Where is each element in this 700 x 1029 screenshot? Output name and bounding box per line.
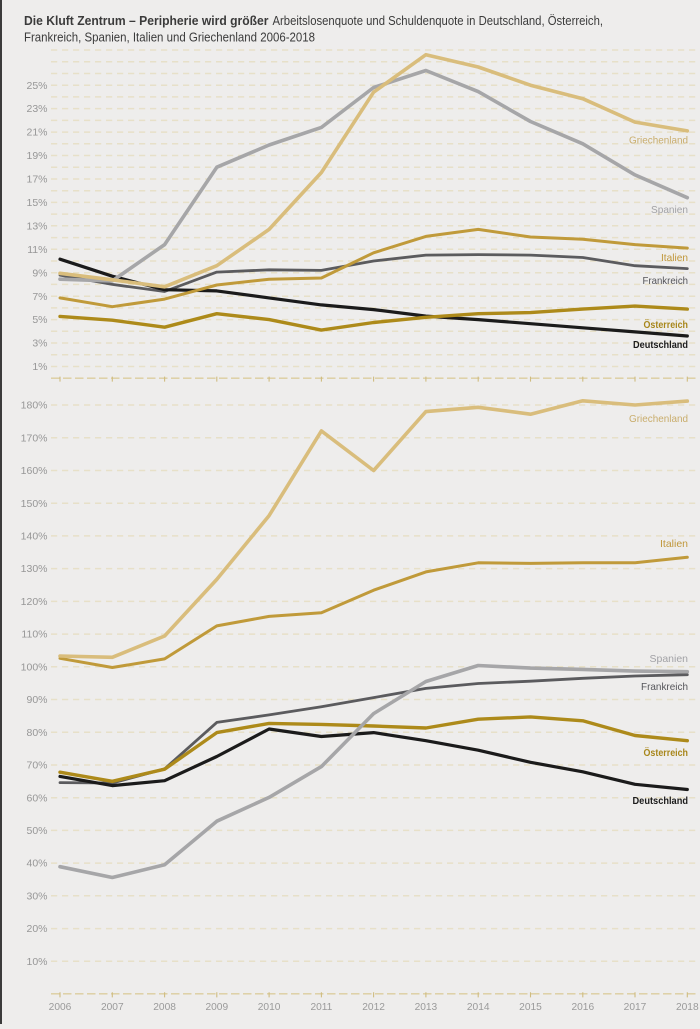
svg-text:Griechenland: Griechenland [629,136,688,147]
svg-text:160%: 160% [21,465,48,477]
svg-text:Die Kluft Zentrum – Peripherie: Die Kluft Zentrum – Peripherie wird größ… [24,14,603,28]
svg-text:2015: 2015 [519,1002,542,1013]
svg-text:5%: 5% [32,314,47,326]
svg-text:Spanien: Spanien [650,654,689,665]
svg-text:2013: 2013 [415,1002,438,1013]
svg-text:Italien: Italien [661,253,688,264]
svg-text:17%: 17% [26,174,47,186]
svg-text:Österreich: Österreich [644,746,689,759]
svg-text:3%: 3% [32,338,47,350]
svg-text:10%: 10% [26,956,47,968]
svg-text:90%: 90% [26,694,47,706]
svg-text:140%: 140% [21,531,48,543]
svg-text:2014: 2014 [467,1002,490,1013]
svg-text:110%: 110% [21,629,47,641]
svg-text:40%: 40% [26,858,47,870]
svg-text:2008: 2008 [153,1002,176,1013]
svg-text:60%: 60% [26,792,47,804]
svg-text:2018: 2018 [676,1002,699,1013]
svg-text:180%: 180% [21,400,48,412]
svg-text:80%: 80% [26,727,47,739]
svg-text:70%: 70% [26,760,47,772]
svg-text:2006: 2006 [49,1002,72,1013]
svg-text:2012: 2012 [362,1002,385,1013]
svg-text:130%: 130% [21,563,48,575]
svg-text:23%: 23% [26,103,47,115]
svg-text:2016: 2016 [571,1002,594,1013]
svg-text:Deutschland: Deutschland [633,796,689,807]
svg-text:Österreich: Österreich [644,318,689,331]
svg-text:120%: 120% [21,596,48,608]
svg-text:13%: 13% [26,220,47,232]
svg-text:19%: 19% [26,150,47,162]
svg-text:Frankreich: Frankreich [643,276,689,287]
svg-text:2011: 2011 [310,1002,332,1013]
svg-text:Frankreich, Spanien, Italien u: Frankreich, Spanien, Italien und Grieche… [24,31,315,45]
svg-text:7%: 7% [32,291,47,303]
svg-text:2007: 2007 [101,1002,124,1013]
svg-text:Deutschland: Deutschland [633,340,688,351]
svg-text:11%: 11% [27,244,47,256]
svg-text:25%: 25% [26,80,47,92]
svg-text:150%: 150% [21,498,48,510]
svg-text:30%: 30% [26,890,47,902]
svg-text:2017: 2017 [624,1002,647,1013]
svg-text:100%: 100% [21,661,48,673]
svg-text:Frankreich: Frankreich [641,682,688,693]
svg-text:50%: 50% [26,825,47,837]
svg-text:20%: 20% [26,923,47,935]
svg-text:Spanien: Spanien [651,205,688,216]
svg-text:170%: 170% [21,432,48,444]
svg-text:1%: 1% [32,361,47,373]
svg-text:15%: 15% [26,197,47,209]
svg-text:Griechenland: Griechenland [629,414,688,425]
svg-text:9%: 9% [32,267,47,279]
svg-text:Italien: Italien [660,539,688,550]
svg-text:2010: 2010 [258,1002,281,1013]
svg-text:2009: 2009 [205,1002,228,1013]
svg-text:21%: 21% [26,127,47,139]
